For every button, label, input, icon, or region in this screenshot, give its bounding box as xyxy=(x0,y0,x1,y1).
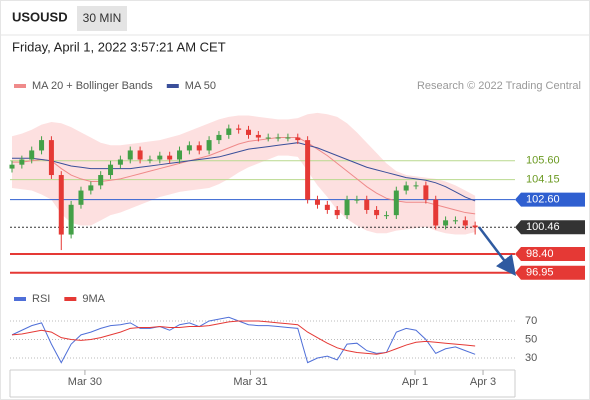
candle-body xyxy=(236,128,242,130)
level-label: 98.40 xyxy=(526,248,554,260)
candle-body xyxy=(157,155,163,160)
y-tick-label: 30 xyxy=(525,352,537,364)
candle-body xyxy=(275,137,281,139)
candle-body xyxy=(462,220,468,226)
candle-body xyxy=(364,199,370,210)
candle-body xyxy=(246,129,251,135)
legend-label: RSI xyxy=(32,293,50,305)
level-label: 100.46 xyxy=(526,221,560,233)
candle-body xyxy=(374,209,380,216)
legend-swatch xyxy=(64,297,77,301)
candle-body xyxy=(177,150,183,160)
x-tick-label: Mar 30 xyxy=(68,376,102,388)
bollinger-band xyxy=(12,112,476,235)
candle-body xyxy=(137,150,143,160)
candle-body xyxy=(58,175,64,235)
candle-body xyxy=(78,190,84,205)
symbol: USOUSD xyxy=(12,9,68,24)
interval: 30 MIN xyxy=(83,11,122,25)
candle-body xyxy=(324,204,330,210)
x-tick-label: Apr 1 xyxy=(402,376,428,388)
annotation: Research © 2022 Trading Central xyxy=(417,80,581,92)
candle-body xyxy=(98,175,104,186)
candle-body xyxy=(186,145,192,151)
candle-body xyxy=(354,199,360,201)
x-tick-label: Mar 31 xyxy=(233,376,267,388)
candle-body xyxy=(19,159,25,165)
rsi-line xyxy=(11,320,476,355)
candle-body xyxy=(117,159,123,165)
candle-body xyxy=(196,145,202,151)
candle-body xyxy=(255,134,261,138)
candle-body xyxy=(265,137,271,139)
timestamp: Friday, April 1, 2022 3:57:21 AM CET xyxy=(12,39,226,54)
candle-body xyxy=(39,140,45,151)
candle-body xyxy=(285,137,291,139)
candle-body xyxy=(403,185,409,191)
ma-line xyxy=(12,142,476,202)
candle-body xyxy=(344,199,350,216)
candle-body xyxy=(226,128,232,135)
candle-body xyxy=(393,190,399,216)
forecast-arrow xyxy=(478,226,517,276)
candle-body xyxy=(433,199,439,226)
candle-body xyxy=(206,140,212,151)
candle-body xyxy=(383,215,389,217)
level-badge xyxy=(515,246,585,261)
candle-body xyxy=(452,220,458,222)
candle-body xyxy=(127,150,133,160)
y-tick-label: 50 xyxy=(525,333,537,345)
candle-body xyxy=(413,185,419,187)
candle-body xyxy=(314,199,320,205)
candle-body xyxy=(334,209,340,216)
candle-body xyxy=(147,159,153,161)
candle-body xyxy=(472,225,478,228)
level-label: 105.60 xyxy=(526,155,560,167)
level-badge xyxy=(515,192,585,207)
candle-body xyxy=(68,204,74,235)
candle-body xyxy=(88,185,94,191)
level-label: 104.15 xyxy=(526,173,560,185)
level-label: 102.60 xyxy=(526,194,560,206)
rsi-line xyxy=(11,316,476,364)
candle-body xyxy=(423,185,429,200)
candle-body xyxy=(443,220,449,226)
level-badge xyxy=(515,220,585,235)
candle-body xyxy=(305,140,311,200)
y-tick-label: 70 xyxy=(525,315,537,327)
candle-body xyxy=(216,134,222,141)
candle-body xyxy=(295,137,301,141)
legend-swatch xyxy=(14,297,26,301)
x-tick-label: Apr 3 xyxy=(470,376,496,388)
level-badge xyxy=(515,265,585,280)
candle-body xyxy=(29,150,35,160)
legend-label: MA 20 + Bollinger Bands xyxy=(32,80,153,92)
legend-label: MA 50 xyxy=(185,80,216,92)
legend-label: 9MA xyxy=(82,293,105,305)
legend-swatch xyxy=(14,84,26,88)
candle-body xyxy=(9,164,15,169)
candle-body xyxy=(108,164,114,176)
level-label: 96.95 xyxy=(526,267,554,279)
candle-body xyxy=(167,155,173,160)
candle-body xyxy=(48,140,54,176)
legend-swatch xyxy=(166,84,179,88)
interval-box xyxy=(77,6,127,31)
